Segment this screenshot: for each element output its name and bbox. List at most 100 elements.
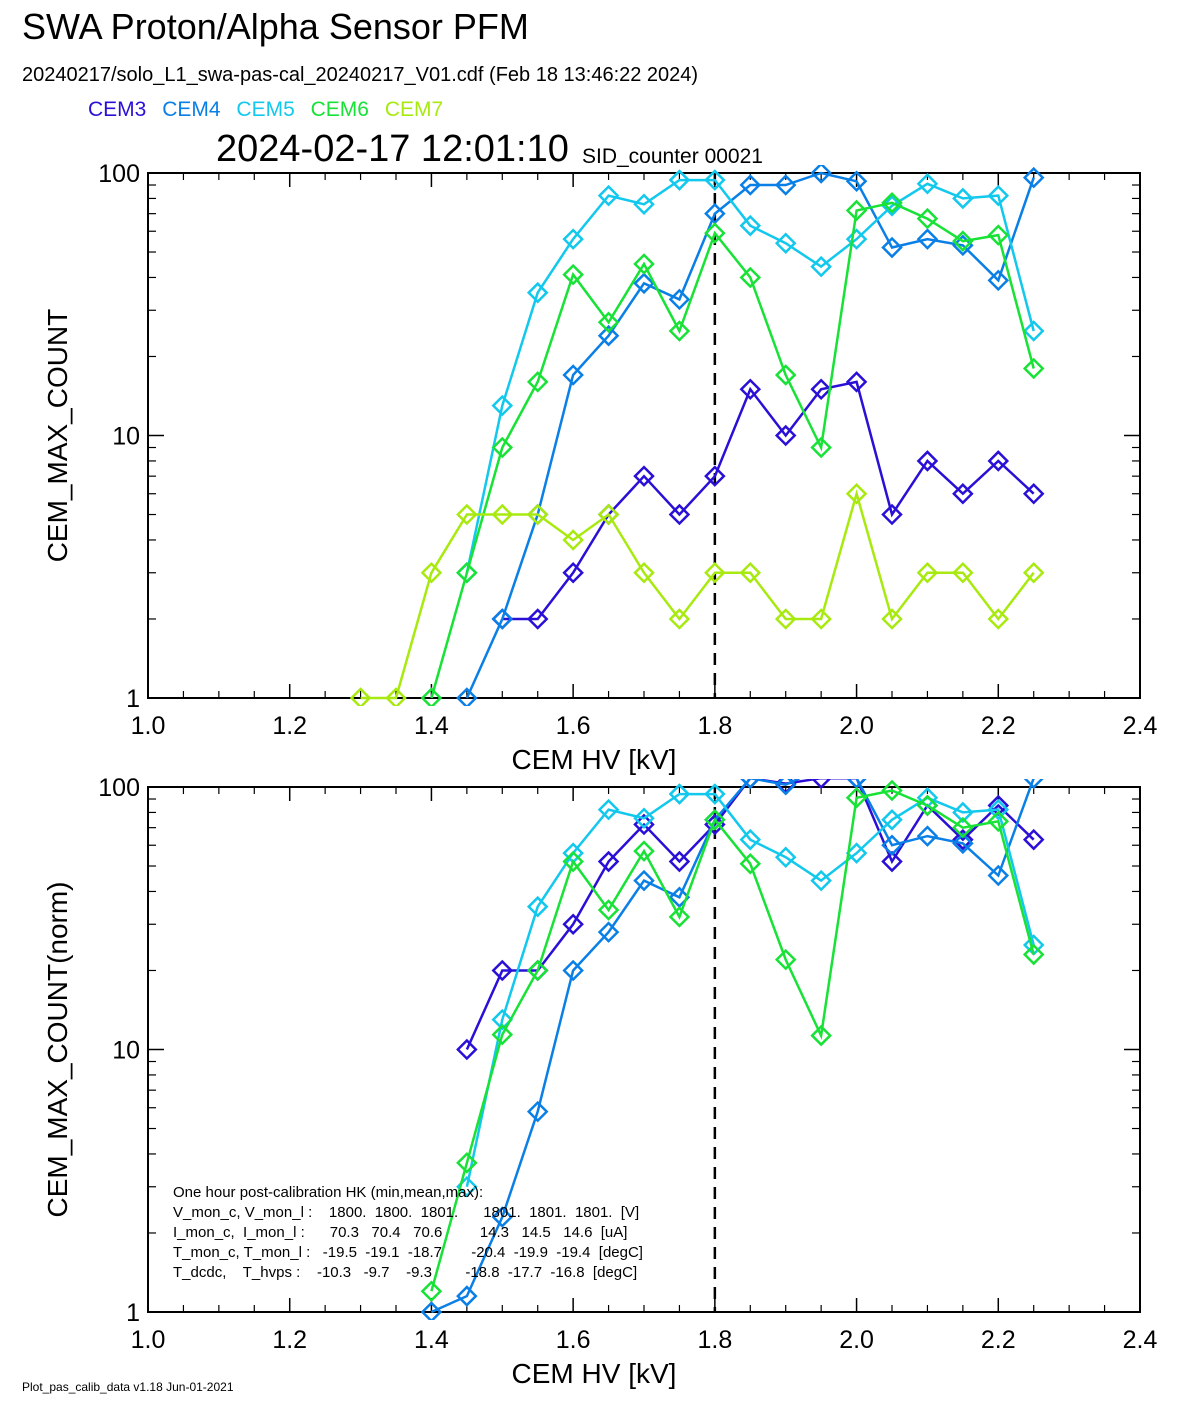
data-point-cem4 <box>916 228 939 250</box>
data-point-cem3 <box>774 424 797 447</box>
data-point-cem5 <box>1022 320 1045 342</box>
data-point-cem4 <box>456 687 478 706</box>
data-point-cem5 <box>810 869 832 892</box>
data-point-cem6 <box>952 816 974 839</box>
data-point-cem6 <box>668 906 691 928</box>
data-point-cem5 <box>704 169 726 191</box>
data-point-cem3 <box>1022 482 1045 505</box>
data-point-cem5 <box>526 281 549 304</box>
data-point-cem3 <box>668 850 691 873</box>
data-point-cem3 <box>633 465 655 487</box>
x-tick-label: 1.8 <box>697 712 732 740</box>
data-point-cem6 <box>774 948 797 971</box>
x-tick-label: 1.4 <box>414 712 449 740</box>
data-point-cem6 <box>845 199 868 222</box>
data-point-cem7 <box>881 608 903 630</box>
data-point-cem4 <box>491 608 514 630</box>
data-point-cem5 <box>633 193 655 216</box>
data-point-cem3 <box>491 959 514 982</box>
legend-item-cem5: CEM5 <box>236 98 295 121</box>
data-point-cem5 <box>881 195 903 217</box>
data-point-cem5 <box>739 828 762 851</box>
data-point-cem4 <box>562 959 584 982</box>
data-point-cem5 <box>704 783 726 805</box>
data-point-cem6 <box>491 436 514 459</box>
data-point-cem7 <box>845 482 868 505</box>
data-point-cem4 <box>1022 166 1045 189</box>
data-point-cem7 <box>526 503 549 526</box>
data-point-cem3 <box>526 608 549 630</box>
data-point-cem6 <box>562 263 584 286</box>
data-point-cem6 <box>704 222 726 244</box>
data-point-cem5 <box>987 184 1010 207</box>
data-point-cem3 <box>881 850 903 873</box>
data-point-cem7 <box>562 529 584 551</box>
hk-line-2: V_mon_c, V_mon_l : 1800. 1800. 1801. 180… <box>173 1204 640 1221</box>
data-point-cem5 <box>668 169 691 191</box>
data-point-cem4 <box>952 832 974 855</box>
data-point-cem3 <box>704 465 726 487</box>
series-line-cem3 <box>465 779 1035 1051</box>
data-point-cem5 <box>987 798 1010 821</box>
data-point-cem6 <box>597 899 620 921</box>
hk-line-4: T_mon_c, T_mon_l : -19.5 -19.1 -18.7 -20… <box>173 1244 643 1261</box>
data-point-cem7 <box>456 503 478 526</box>
data-point-cem6 <box>952 230 974 252</box>
data-point-cem5 <box>952 187 974 210</box>
x-tick-label: 1.0 <box>131 1326 166 1354</box>
data-point-cem6 <box>739 266 762 289</box>
data-point-cem4 <box>562 364 584 386</box>
data-point-cem6 <box>668 320 691 342</box>
data-point-cem3 <box>987 794 1010 817</box>
series-group <box>420 759 1045 1320</box>
data-point-cem4 <box>881 236 903 259</box>
data-point-cem3 <box>1022 828 1045 851</box>
y-tick-label: 10 <box>112 1037 140 1065</box>
data-point-cem6 <box>810 436 832 459</box>
data-point-cem7 <box>349 687 372 706</box>
data-point-cem4 <box>633 869 655 892</box>
data-point-cem6 <box>916 794 939 817</box>
data-point-cem6 <box>1022 357 1045 380</box>
data-point-cem4 <box>739 174 762 196</box>
data-point-cem6 <box>633 253 655 275</box>
data-point-cem6 <box>420 687 443 706</box>
data-point-cem6 <box>633 840 655 862</box>
data-point-cem7 <box>987 608 1010 630</box>
data-point-cem4 <box>491 1206 514 1228</box>
plot-panel-2: 1.0 1.2 1.4 1.6 1.8 2.0 2.2 2.4 1 10 100 CEM HV [kV… <box>42 759 1157 1389</box>
footer-version: Plot_pas_calib_data v1.18 Jun-01-2021 <box>22 1380 234 1394</box>
data-point-cem4 <box>846 779 867 789</box>
data-point-cem4 <box>774 779 797 796</box>
series-line-cem5 <box>465 792 1035 1188</box>
x-tick-label: 1.6 <box>556 712 591 740</box>
data-point-cem4 <box>633 272 655 295</box>
data-point-cem6 <box>881 779 903 802</box>
x-tick-label: 1.4 <box>414 1326 449 1354</box>
data-point-cem4 <box>668 288 691 311</box>
x-tick-label: 2.0 <box>839 712 874 740</box>
sid-counter-label: SID_counter 00021 <box>582 145 763 168</box>
data-point-cem5 <box>881 809 903 831</box>
data-point-cem4 <box>597 324 620 347</box>
data-point-cem4 <box>812 759 830 777</box>
data-point-cem5 <box>845 228 868 250</box>
data-point-cem4 <box>526 1100 549 1123</box>
data-point-cem3 <box>987 450 1010 472</box>
data-point-cem7 <box>916 561 939 584</box>
data-point-cem3 <box>846 779 867 789</box>
data-point-cem7 <box>739 561 762 584</box>
data-point-cem7 <box>704 561 726 584</box>
data-point-cem7 <box>420 561 443 584</box>
data-point-cem3 <box>881 503 903 526</box>
data-point-cem7 <box>633 561 655 584</box>
data-point-cem4 <box>1023 779 1044 789</box>
data-point-cem3 <box>456 1038 478 1061</box>
x-axis-label: CEM HV [kV] <box>512 744 677 775</box>
data-point-cem3 <box>562 913 584 936</box>
data-point-cem5 <box>526 895 549 918</box>
series-line-cem7 <box>360 489 1035 700</box>
hk-line-3: I_mon_c, I_mon_l : 70.3 70.4 70.6 14.3 1… <box>173 1224 628 1241</box>
data-point-cem4 <box>881 834 903 857</box>
